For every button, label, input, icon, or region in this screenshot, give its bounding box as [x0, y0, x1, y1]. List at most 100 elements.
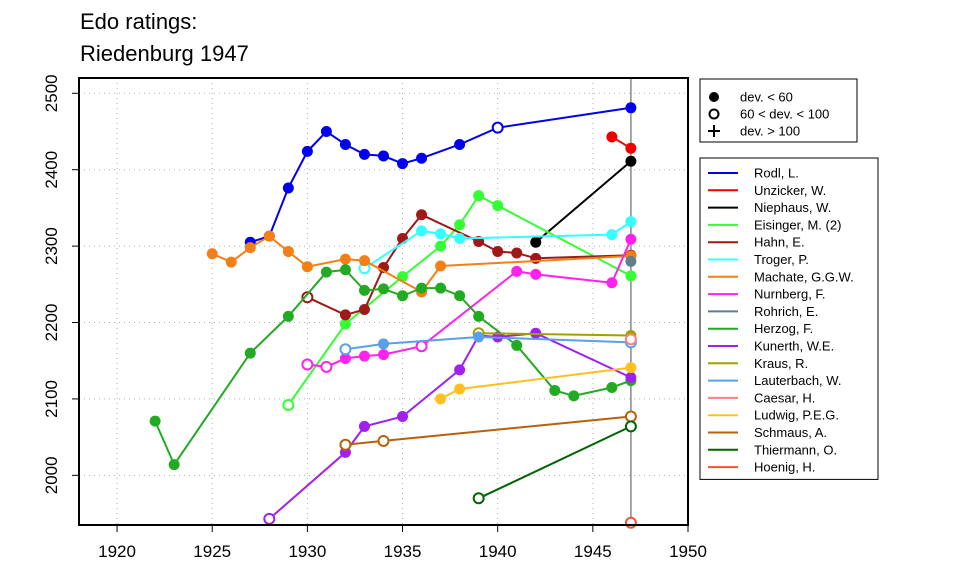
x-tick-label: 1925 — [193, 542, 231, 561]
data-point — [416, 225, 428, 237]
series-line — [307, 238, 632, 368]
y-tick-label: 2000 — [42, 456, 61, 494]
data-point — [435, 260, 447, 272]
marker-legend-label: dev. < 60 — [740, 90, 793, 105]
data-point — [473, 310, 485, 322]
series-9 — [625, 255, 637, 267]
data-point — [358, 284, 370, 296]
data-point — [301, 261, 313, 273]
data-point — [606, 277, 618, 289]
plot-frame — [78, 77, 689, 526]
x-tick-label: 1930 — [288, 542, 326, 561]
data-point — [263, 230, 275, 242]
data-point — [320, 125, 332, 137]
data-point — [606, 381, 618, 393]
data-point — [397, 290, 409, 302]
data-point — [358, 304, 370, 316]
data-point-open — [301, 358, 314, 371]
data-point — [358, 255, 370, 267]
data-point-open — [320, 360, 333, 373]
legend-label: Ludwig, P.E.G. — [754, 408, 839, 423]
data-point-open — [377, 434, 390, 447]
data-point — [454, 383, 466, 395]
data-point — [225, 256, 237, 268]
data-point — [168, 459, 180, 471]
data-point — [282, 310, 294, 322]
y-tick-label: 2300 — [42, 227, 61, 265]
data-point — [606, 229, 618, 241]
data-point — [454, 364, 466, 376]
data-point-open — [624, 410, 637, 423]
x-tick-label: 1940 — [479, 542, 517, 561]
y-tick-label: 2400 — [42, 151, 61, 189]
legend-label: Schmaus, A. — [754, 425, 827, 440]
legend-label: Thiermann, O. — [754, 442, 837, 457]
data-point — [511, 265, 523, 277]
data-point-open — [263, 512, 276, 525]
series-3 — [530, 155, 637, 248]
legend-label: Kraus, R. — [754, 356, 808, 371]
data-point — [492, 245, 504, 257]
series-line — [154, 268, 632, 467]
data-point — [511, 247, 523, 259]
legend-label: Rohrich, E. — [754, 304, 818, 319]
data-point-open — [339, 438, 352, 451]
data-point — [378, 349, 389, 361]
x-tick-label: 1935 — [384, 542, 422, 561]
data-point — [625, 155, 637, 167]
data-point — [358, 420, 370, 432]
data-point — [454, 232, 466, 244]
series-14 — [624, 333, 637, 346]
data-point-open — [491, 121, 504, 134]
data-point — [244, 242, 256, 254]
legend-label: Lauterbach, W. — [754, 373, 841, 388]
series-15 — [435, 362, 637, 405]
data-point-open — [339, 343, 352, 356]
series-line — [345, 335, 631, 351]
data-point — [625, 270, 637, 282]
series-17 — [472, 420, 637, 505]
data-point-open — [282, 399, 295, 412]
legend-label: Kunerth, W.E. — [754, 339, 834, 354]
data-point — [416, 152, 428, 164]
data-point — [339, 309, 351, 321]
data-point — [473, 190, 485, 202]
legend-marker-filled — [709, 92, 719, 102]
data-point — [530, 236, 542, 248]
data-point — [206, 248, 218, 260]
data-point — [435, 240, 447, 252]
series-line — [249, 106, 632, 244]
series-line — [440, 366, 632, 400]
data-point — [549, 385, 561, 397]
y-tick-label: 2100 — [42, 380, 61, 418]
data-point — [625, 102, 637, 114]
data-point — [511, 339, 523, 351]
series-7 — [206, 230, 637, 298]
data-point — [568, 390, 580, 402]
y-tick-label: 2200 — [42, 304, 61, 342]
data-point — [435, 393, 447, 405]
data-point — [492, 200, 504, 212]
data-point — [378, 150, 389, 162]
data-point — [339, 138, 351, 150]
legend-label: Herzog, F. — [754, 321, 813, 336]
legend-label: Caesar, H. — [754, 390, 815, 405]
series-line — [478, 425, 632, 500]
legend-label: Niephaus, W. — [754, 200, 831, 215]
legend-label: Eisinger, M. (2) — [754, 217, 841, 232]
data-point — [454, 219, 466, 231]
data-point — [530, 268, 542, 280]
legend-label: Unzicker, W. — [754, 183, 826, 198]
marker-legend-label: 60 < dev. < 100 — [740, 107, 829, 122]
data-point — [149, 415, 161, 427]
legend-label: Machate, G.G.W. — [754, 269, 854, 284]
series-18 — [624, 516, 637, 529]
legend-label: Troger, P. — [754, 252, 809, 267]
x-tick-label: 1950 — [669, 542, 707, 561]
marker-legend-box — [699, 78, 858, 143]
data-point-open — [624, 420, 637, 433]
data-point — [625, 142, 637, 154]
x-tick-label: 1945 — [574, 542, 612, 561]
data-point-open — [301, 291, 314, 304]
